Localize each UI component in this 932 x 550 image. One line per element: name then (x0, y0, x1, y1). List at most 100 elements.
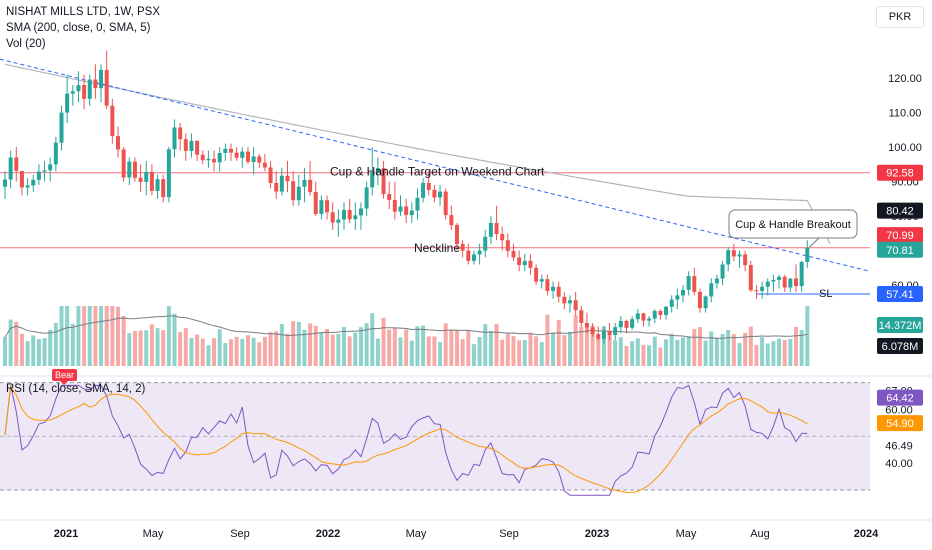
volume-bar (358, 327, 363, 366)
volume-bar (240, 338, 245, 366)
volume-bar (387, 329, 392, 366)
volume-bar (539, 342, 544, 366)
volume-bar (302, 329, 307, 366)
candle-body (675, 295, 680, 300)
candle-body (562, 296, 567, 304)
volume-bar (251, 337, 256, 366)
candle-body (375, 168, 380, 173)
volume-bar (166, 306, 171, 366)
candle-body (652, 310, 657, 319)
symbol-title: NISHAT MILLS LTD, 1W, PSX (6, 6, 161, 18)
volume-bar (477, 337, 482, 366)
volume-bar (460, 338, 465, 366)
candle-body (240, 151, 245, 158)
candle-body (579, 310, 584, 324)
volume-bar (692, 329, 697, 366)
volume-bar (336, 333, 341, 366)
volume-indicator-label[interactable]: Vol (20) (6, 38, 46, 50)
volume-bar (76, 306, 81, 366)
time-axis-tick: 2021 (54, 528, 78, 540)
candle-body (720, 264, 725, 279)
currency-button[interactable]: PKR (876, 6, 924, 28)
volume-bar (25, 341, 30, 366)
candle-body (319, 200, 324, 215)
volume-bar (296, 321, 301, 366)
volume-bar (551, 332, 556, 366)
candle-body (353, 215, 358, 220)
candle-body (392, 199, 397, 212)
candle-body (760, 286, 765, 291)
volume-bar (641, 344, 646, 366)
volume-bar (245, 335, 250, 366)
candle-body (36, 171, 41, 180)
volume-bar (99, 306, 104, 366)
volume-bar (421, 325, 426, 366)
price-label-pill (877, 227, 923, 244)
volume-bar (415, 326, 420, 366)
volume-bar (471, 344, 476, 366)
candle-body (262, 162, 267, 168)
volume-bar (697, 327, 702, 366)
time-axis-tick: May (143, 528, 164, 540)
candle-body (517, 257, 522, 266)
candle-body (189, 140, 194, 151)
volume-bar (522, 340, 527, 366)
rsi-value-text: 54.90 (886, 418, 914, 430)
candle-body (336, 219, 341, 223)
candle-body (551, 286, 556, 291)
candle-body (624, 320, 629, 328)
candle-body (794, 278, 798, 287)
volume-bar (116, 306, 120, 366)
price-label-text: 92.58 (886, 168, 914, 180)
candle-body (777, 276, 782, 280)
volume-bar (212, 338, 217, 366)
volume-bar (262, 336, 267, 366)
volume-bar (144, 330, 149, 366)
time-axis-tick: 2023 (585, 528, 609, 540)
volume-bar (392, 327, 397, 366)
breakout-callout-box[interactable] (728, 209, 858, 239)
volume-bar (178, 331, 183, 366)
price-label-pill (877, 164, 923, 181)
volume-bar (771, 341, 776, 366)
volume-bar (279, 324, 284, 366)
price-label-pill (877, 241, 923, 258)
volume-bar (426, 336, 431, 366)
volume-bar (319, 332, 324, 366)
candle-body (381, 168, 386, 195)
volume-bar (584, 326, 589, 366)
candle-body (42, 170, 47, 172)
time-axis-tick: Sep (230, 528, 250, 540)
candle-body (291, 181, 296, 201)
volume-bar (669, 333, 674, 366)
target-annotation: Cup & Handle Target on Weekend Chart (330, 165, 545, 179)
neckline-annotation: Neckline (414, 241, 460, 255)
price-label-text: 70.81 (886, 245, 914, 257)
volume-bar (353, 332, 358, 366)
volume-bar (675, 339, 680, 366)
volume-bar (681, 337, 685, 366)
volume-bar (110, 306, 115, 366)
candle-body (149, 171, 154, 191)
volume-bar (720, 334, 725, 366)
rsi-indicator-label[interactable]: RSI (14, close, SMA, 14, 2) (6, 383, 146, 395)
price-axis-tick: 100.00 (888, 142, 922, 154)
candle-body (313, 191, 318, 215)
candle-body (415, 197, 420, 211)
volume-bar (500, 339, 505, 366)
downtrend-line[interactable] (0, 58, 871, 272)
volume-bar (155, 328, 160, 366)
volume-bar (601, 326, 606, 366)
breakout-callout-pointer (808, 237, 820, 248)
candle-body (200, 154, 205, 161)
sma-indicator-label[interactable]: SMA (200, close, 0, SMA, 5) (6, 22, 151, 34)
candle-body (596, 334, 601, 339)
candle-body (697, 291, 702, 309)
candle-body (765, 281, 770, 287)
candle-body (641, 313, 646, 321)
volume-bar (70, 323, 75, 366)
candle-body (438, 191, 443, 198)
candle-body (709, 283, 714, 297)
volume-bar (381, 317, 386, 366)
